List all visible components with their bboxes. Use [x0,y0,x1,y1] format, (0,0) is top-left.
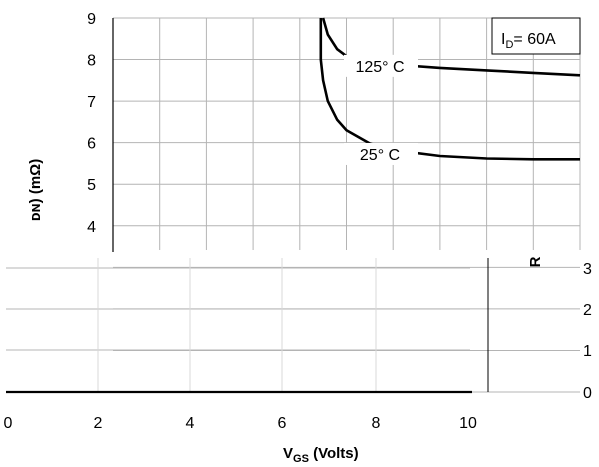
plot-frame [0,18,489,394]
y2-tick-label: 0 [583,385,592,402]
x-tick-labels: 0 2 4 6 8 10 [4,415,477,432]
y2-tick-labels: 3 2 1 0 [583,261,592,402]
y-tick-label: 4 [87,219,96,236]
y-tick-label: 9 [87,11,96,28]
y-tick-label: 5 [87,177,96,194]
id-annotation: ID= 60A [501,31,556,51]
x-tick-label: 2 [94,415,103,432]
x-tick-label: 8 [372,415,381,432]
x-tick-label: 6 [278,415,287,432]
y-tick-label: 8 [87,53,96,70]
y-axis-label: ᴅɴ) (mΩ) [27,159,44,221]
y2-tick-label: 2 [583,302,592,319]
overlap-mask [0,252,480,258]
y-tick-label: 7 [87,94,96,111]
right-axis-label: R [527,256,544,267]
series-label-2: 25° C [360,147,400,164]
x-tick-label: 0 [4,415,13,432]
x-tick-label: 10 [459,415,477,432]
series-label-1: 125° C [355,59,404,76]
x-axis-label: VGS (Volts) [283,445,359,465]
y2-tick-label: 3 [583,261,592,278]
curves: 125° C 25° C [319,17,581,165]
id-annotation-box: ID= 60A [491,17,581,55]
grid-lower [6,258,470,392]
series-label-bg [344,142,418,165]
series-line-2 [319,18,580,161]
x-tick-label: 4 [186,415,195,432]
y2-tick-label: 1 [583,343,592,360]
y-tick-label: 6 [87,136,96,153]
y-tick-labels: 9 8 7 6 5 4 [87,11,96,236]
series-label-bg [344,54,418,77]
